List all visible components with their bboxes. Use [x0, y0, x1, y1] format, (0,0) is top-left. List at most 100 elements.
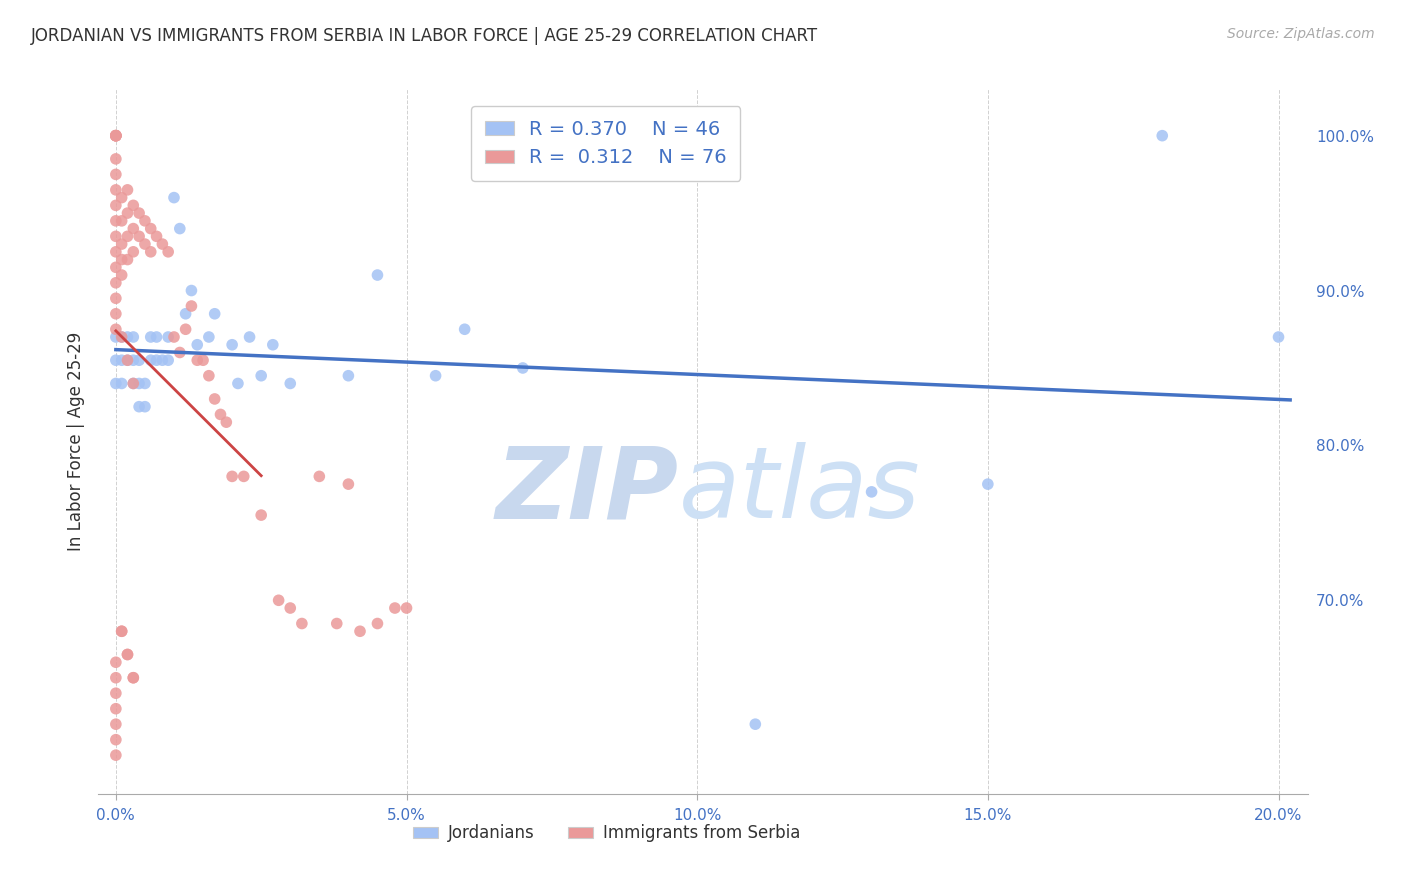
Point [111, 330, 134, 344]
Point [111, 624, 134, 639]
Point [226, 376, 249, 391]
Point [163, 191, 186, 205]
Point [122, 353, 145, 368]
Point [145, 353, 167, 368]
Point [111, 353, 134, 368]
Point [104, 307, 127, 321]
Point [111, 237, 134, 252]
Point [157, 244, 180, 259]
Point [221, 469, 243, 483]
Point [111, 268, 134, 282]
Point [395, 601, 418, 615]
Point [425, 368, 447, 383]
Point [117, 252, 139, 267]
Point [104, 260, 127, 275]
Point [111, 191, 134, 205]
Point [104, 152, 127, 166]
Point [117, 206, 139, 220]
Point [169, 221, 191, 235]
Point [128, 400, 150, 414]
Point [104, 214, 127, 228]
Point [145, 330, 167, 344]
Point [267, 593, 290, 607]
Point [104, 128, 127, 143]
Point [122, 244, 145, 259]
Point [453, 322, 475, 336]
Point [150, 353, 173, 368]
Point [117, 229, 139, 244]
Text: atlas: atlas [679, 442, 921, 540]
Point [262, 337, 284, 351]
Point [186, 337, 208, 351]
Point [117, 648, 139, 662]
Point [157, 353, 180, 368]
Point [111, 624, 134, 639]
Point [232, 469, 254, 483]
Text: ZIP: ZIP [496, 442, 679, 540]
Point [278, 601, 301, 615]
Point [104, 353, 127, 368]
Point [128, 353, 150, 368]
Point [169, 345, 191, 359]
Point [117, 330, 139, 344]
Point [204, 392, 226, 406]
Point [174, 322, 197, 336]
Point [128, 376, 150, 391]
Point [163, 330, 186, 344]
Point [104, 198, 127, 212]
Point [104, 717, 127, 731]
Point [1267, 330, 1289, 344]
Point [291, 616, 314, 631]
Point [204, 307, 226, 321]
Point [128, 229, 150, 244]
Text: JORDANIAN VS IMMIGRANTS FROM SERBIA IN LABOR FORCE | AGE 25-29 CORRELATION CHART: JORDANIAN VS IMMIGRANTS FROM SERBIA IN L… [31, 27, 818, 45]
Point [122, 376, 145, 391]
Point [349, 624, 371, 639]
Point [104, 291, 127, 305]
Text: Source: ZipAtlas.com: Source: ZipAtlas.com [1227, 27, 1375, 41]
Point [104, 732, 127, 747]
Point [104, 128, 127, 143]
Point [117, 353, 139, 368]
Point [326, 616, 349, 631]
Point [139, 330, 162, 344]
Point [134, 376, 156, 391]
Point [122, 671, 145, 685]
Point [157, 330, 180, 344]
Point [139, 244, 162, 259]
Point [139, 353, 162, 368]
Point [174, 307, 197, 321]
Point [104, 376, 127, 391]
Point [104, 671, 127, 685]
Point [104, 276, 127, 290]
Point [366, 616, 388, 631]
Point [117, 353, 139, 368]
Point [384, 601, 406, 615]
Point [215, 415, 238, 429]
Point [512, 361, 534, 376]
Point [337, 477, 360, 491]
Point [122, 330, 145, 344]
Point [250, 368, 273, 383]
Point [198, 330, 221, 344]
Point [122, 221, 145, 235]
Point [104, 322, 127, 336]
Point [139, 221, 162, 235]
Point [1152, 128, 1174, 143]
Point [104, 244, 127, 259]
Point [122, 376, 145, 391]
Y-axis label: In Labor Force | Age 25-29: In Labor Force | Age 25-29 [66, 332, 84, 551]
Legend: Jordanians, Immigrants from Serbia: Jordanians, Immigrants from Serbia [406, 818, 807, 849]
Point [278, 376, 301, 391]
Point [117, 648, 139, 662]
Point [180, 284, 202, 298]
Point [134, 214, 156, 228]
Point [117, 183, 139, 197]
Point [180, 299, 202, 313]
Point [337, 368, 360, 383]
Point [111, 330, 134, 344]
Point [111, 376, 134, 391]
Point [104, 686, 127, 700]
Point [239, 330, 262, 344]
Point [104, 128, 127, 143]
